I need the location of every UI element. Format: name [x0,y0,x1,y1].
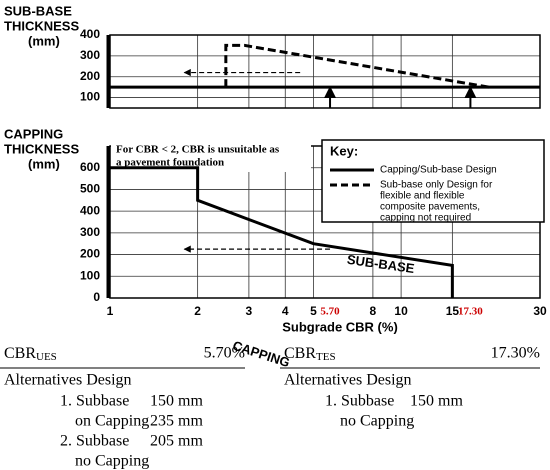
x-tick-label: 17.30 [458,306,483,318]
y-axis-label: (mm) [28,33,60,48]
x-tick-label: 1 [107,304,114,318]
x-tick-label: 3 [246,304,253,318]
y-tick-label: 500 [80,182,100,196]
x-axis-label: Subgrade CBR (%) [282,319,398,334]
y-tick-label: 200 [80,69,100,83]
design-value: 150 mm [410,393,463,410]
y-axis-label: THICKNESS [4,141,79,156]
heading: Alternatives Design [284,372,412,389]
cbr: CBR [4,345,36,362]
legend-label: composite pavements, [380,202,480,213]
x-tick-label: 30 [533,304,547,318]
cbr-label: CBRTES [284,345,336,363]
note: For CBR < 2, CBR is unsuitable as [116,144,280,156]
design-item: 2. Subbase [60,433,129,450]
y-tick-label: 300 [80,225,100,239]
y-tick-label: 0 [93,290,100,304]
design-item: 1. Subbase [325,393,394,410]
design-value: 150 mm [150,393,203,410]
design-item: 1. Subbase [60,393,129,410]
series-line [110,166,454,298]
y-axis-label: THICKNESS [4,18,79,33]
y-axis-label: (mm) [28,156,60,171]
x-tick-label: 5 [310,304,317,318]
cbr-subscript: TES [316,351,336,363]
y-tick-label: 100 [80,268,100,282]
design-value: 205 mm [150,433,203,450]
legend-label: capping not required [380,213,471,224]
y-tick-label: 100 [80,90,100,104]
design-item: no Capping [75,453,149,470]
y-tick-label: 400 [80,27,100,41]
cbr: CBR [284,345,316,362]
design-value: 235 mm [150,413,203,430]
y-axis-label: CAPPING [4,126,63,141]
x-tick-label: 2 [194,304,201,318]
design-item: no Capping [340,413,414,430]
series-line [224,43,489,89]
legend-label: Capping/Sub-base Design [380,165,497,176]
y-tick-label: 300 [80,48,100,62]
x-tick-label: 4 [282,304,289,318]
heading: Alternatives Design [4,372,132,389]
x-tick-label: 5.70 [320,306,340,318]
plot-frame [109,34,541,109]
legend-box [321,139,545,223]
note: a pavement foundation [116,157,224,169]
cbr-value: 5.70% [204,345,245,362]
design-item: on Capping [75,413,149,430]
x-tick-label: 10 [394,304,408,318]
legend-label: flexible and flexible [380,191,465,202]
x-tick-label: 15 [446,304,460,318]
cbr-value: 17.30% [491,345,540,362]
cbr-label: CBRUES [4,345,57,363]
legend-title: Key: [330,143,358,158]
legend-label: Sub-base only Design for [380,180,493,191]
x-tick-label: 8 [370,304,377,318]
y-tick-label: 400 [80,203,100,217]
y-axis-label: SUB-BASE [4,3,72,18]
cbr-subscript: UES [36,351,57,363]
y-tick-label: 200 [80,247,100,261]
y-tick-label: 600 [80,160,100,174]
